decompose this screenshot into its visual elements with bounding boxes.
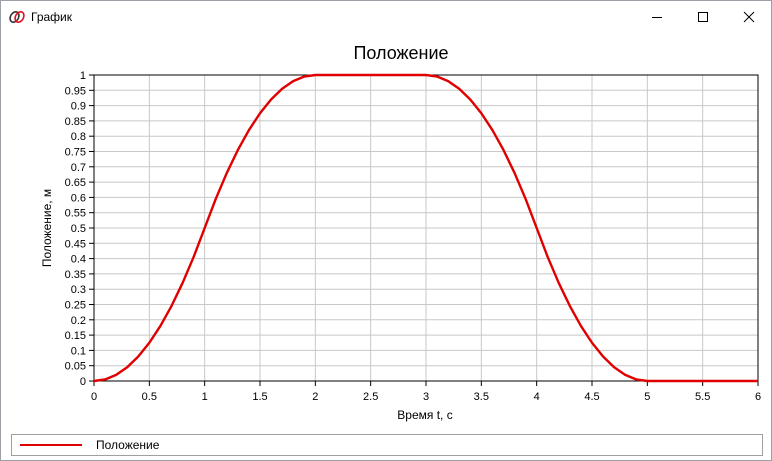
x-tick-label: 5.5 [695,391,710,403]
x-tick-label: 5 [644,391,650,403]
y-tick-label: 0 [80,376,86,388]
x-tick-label: 3.5 [474,391,489,403]
close-icon [743,11,755,22]
y-tick-label: 0.6 [71,192,86,204]
chart-area: Положение 0 0.05 0.1 0.15 0.2 0.25 0.3 0.35 0.4 0… [1,32,771,430]
x-tick-label: 1 [202,391,208,403]
x-tick-label: 1.5 [252,391,267,403]
x-tick-label: 2 [312,391,318,403]
y-tick-label: 0.3 [71,284,86,296]
y-tick-label: 0.25 [65,300,86,312]
y-tick-label: 0.95 [65,85,86,97]
y-tick-label: 0.45 [65,238,86,250]
minimize-icon [652,16,662,18]
y-tick-label: 0.2 [71,315,86,327]
x-tick-label: 0.5 [142,391,157,403]
x-tick-label: 4.5 [584,391,599,403]
x-tick-label: 2.5 [363,391,378,403]
y-tick-label: 0.35 [65,269,86,281]
x-axis: 0 0.5 1 1.5 2 2.5 3 3.5 4 4.5 5 5.5 6 [91,381,761,403]
y-axis: 0 0.05 0.1 0.15 0.2 0.25 0.3 0.35 0.4 0.45 0.5 0.55… [65,70,94,388]
y-tick-label: 0.1 [71,345,86,357]
position-chart: Положение 00.050.10.150.20.250.30.350.40… [40,43,761,422]
y-tick-label: 0.4 [71,254,86,266]
y-tick-label: 0.7 [71,162,86,174]
x-tick-label: 0 [91,391,97,403]
y-tick-label: 1 [80,70,86,82]
app-logo-icon [9,11,25,23]
y-axis-label: Положение, м [40,189,54,267]
minimize-button[interactable] [634,1,680,32]
chart-title: Положение [353,43,448,63]
y-tick-label: 0.75 [65,147,86,159]
y-tick-label: 0.05 [65,361,86,373]
title-bar[interactable]: График [1,1,771,32]
y-tick-label: 0.5 [71,223,86,235]
y-tick-label: 0.55 [65,208,86,220]
legend-swatch [20,444,82,446]
series-line-position [93,73,758,383]
x-tick-label: 6 [755,391,761,403]
maximize-icon [698,11,708,22]
y-tick-label: 0.9 [71,101,86,113]
x-tick-label: 3 [423,391,429,403]
x-tick-label: 4 [534,391,540,403]
y-tick-label: 0.85 [65,116,86,128]
y-tick-label: 0.15 [65,330,86,342]
window-title: График [31,10,72,24]
y-tick-label: 0.65 [65,177,86,189]
legend: Положение [11,434,763,456]
close-button[interactable] [726,1,772,32]
y-tick-label: 0.8 [71,131,86,143]
maximize-button[interactable] [680,1,726,32]
grid [94,75,758,381]
x-axis-label: Время t, с [397,408,452,422]
legend-label: Положение [96,438,160,452]
